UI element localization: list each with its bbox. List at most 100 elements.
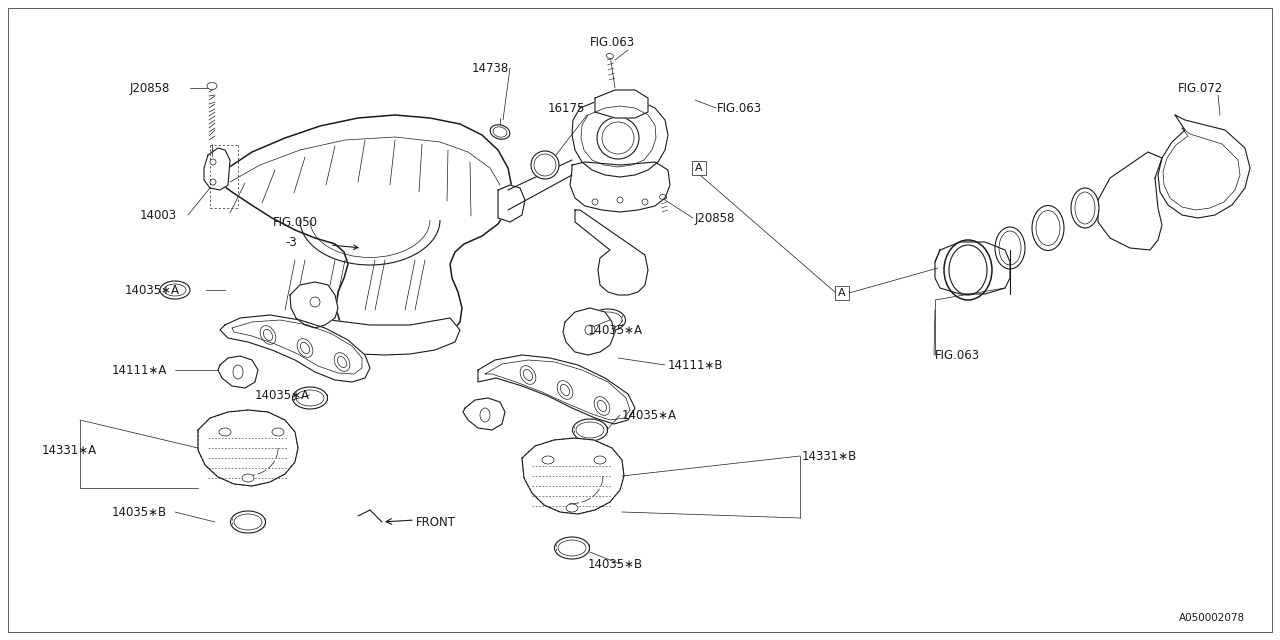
Ellipse shape <box>273 428 284 436</box>
Ellipse shape <box>164 284 186 296</box>
Text: 14035∗B: 14035∗B <box>113 506 168 518</box>
Ellipse shape <box>210 179 216 185</box>
Polygon shape <box>220 315 370 382</box>
Text: 14035∗B: 14035∗B <box>588 557 643 570</box>
Polygon shape <box>310 318 460 355</box>
Ellipse shape <box>1032 205 1064 250</box>
Ellipse shape <box>233 365 243 379</box>
Ellipse shape <box>598 401 607 412</box>
Polygon shape <box>575 210 648 295</box>
Polygon shape <box>477 355 635 424</box>
Polygon shape <box>204 148 230 190</box>
Text: FIG.063: FIG.063 <box>717 102 762 115</box>
Ellipse shape <box>1071 188 1100 228</box>
Polygon shape <box>570 162 669 212</box>
Polygon shape <box>572 98 668 177</box>
Polygon shape <box>198 410 298 486</box>
Text: 14111∗A: 14111∗A <box>113 364 168 376</box>
Text: J20858: J20858 <box>695 211 736 225</box>
Text: FIG.063: FIG.063 <box>590 35 635 49</box>
Text: 14111∗B: 14111∗B <box>668 358 723 371</box>
Polygon shape <box>291 282 338 328</box>
Ellipse shape <box>607 54 613 58</box>
Ellipse shape <box>480 408 490 422</box>
Ellipse shape <box>541 456 554 464</box>
Ellipse shape <box>948 245 987 295</box>
Text: -3: -3 <box>285 236 297 248</box>
Polygon shape <box>498 185 525 222</box>
Text: 14035∗A: 14035∗A <box>588 323 643 337</box>
Ellipse shape <box>572 419 608 441</box>
Ellipse shape <box>1075 192 1094 224</box>
Ellipse shape <box>534 154 556 176</box>
Ellipse shape <box>524 369 532 381</box>
Text: 16175: 16175 <box>548 102 585 115</box>
Ellipse shape <box>301 342 310 353</box>
Ellipse shape <box>219 428 230 436</box>
Ellipse shape <box>590 309 626 331</box>
Ellipse shape <box>557 381 573 399</box>
Ellipse shape <box>594 456 605 464</box>
Text: FRONT: FRONT <box>416 515 456 529</box>
Ellipse shape <box>558 540 586 556</box>
Ellipse shape <box>207 83 218 90</box>
Ellipse shape <box>995 227 1025 269</box>
Ellipse shape <box>297 339 312 357</box>
Ellipse shape <box>617 197 623 203</box>
Ellipse shape <box>334 353 349 371</box>
Polygon shape <box>218 356 259 388</box>
Ellipse shape <box>234 514 262 530</box>
Polygon shape <box>215 115 512 349</box>
Polygon shape <box>463 398 506 430</box>
Ellipse shape <box>242 474 253 482</box>
Polygon shape <box>1098 152 1162 250</box>
Text: 14035∗A: 14035∗A <box>255 388 310 401</box>
Polygon shape <box>595 90 648 118</box>
Ellipse shape <box>998 231 1021 265</box>
Ellipse shape <box>210 159 216 165</box>
Ellipse shape <box>1036 211 1060 246</box>
Ellipse shape <box>643 199 648 205</box>
Text: FIG.063: FIG.063 <box>934 349 980 362</box>
Ellipse shape <box>296 390 324 406</box>
Polygon shape <box>522 438 625 514</box>
Ellipse shape <box>520 365 536 385</box>
Ellipse shape <box>490 125 509 140</box>
Ellipse shape <box>160 281 189 299</box>
Text: FIG.072: FIG.072 <box>1178 81 1224 95</box>
Text: 14003: 14003 <box>140 209 177 221</box>
Bar <box>835 286 849 300</box>
Ellipse shape <box>659 195 667 200</box>
Text: 14738: 14738 <box>472 61 509 74</box>
Ellipse shape <box>293 387 328 409</box>
Text: A050002078: A050002078 <box>1179 613 1245 623</box>
Ellipse shape <box>554 537 590 559</box>
Ellipse shape <box>566 504 579 512</box>
Ellipse shape <box>338 356 347 367</box>
Polygon shape <box>522 438 625 514</box>
Bar <box>692 161 707 175</box>
Text: A: A <box>695 163 703 173</box>
Polygon shape <box>1158 115 1251 218</box>
Ellipse shape <box>310 297 320 307</box>
Ellipse shape <box>596 117 639 159</box>
Polygon shape <box>198 410 298 486</box>
Ellipse shape <box>531 151 559 179</box>
Ellipse shape <box>591 199 598 205</box>
Ellipse shape <box>585 325 595 335</box>
Polygon shape <box>934 242 1010 294</box>
Ellipse shape <box>561 385 570 396</box>
Ellipse shape <box>230 511 265 533</box>
Ellipse shape <box>264 330 273 340</box>
Ellipse shape <box>576 422 604 438</box>
Polygon shape <box>563 308 614 355</box>
Ellipse shape <box>493 127 507 137</box>
Ellipse shape <box>260 326 276 344</box>
Text: 14331∗B: 14331∗B <box>803 449 858 463</box>
Ellipse shape <box>602 122 634 154</box>
Text: 14331∗A: 14331∗A <box>42 444 97 456</box>
Ellipse shape <box>945 240 992 300</box>
Text: J20858: J20858 <box>131 81 170 95</box>
Text: A: A <box>838 288 846 298</box>
Text: 14035∗A: 14035∗A <box>622 408 677 422</box>
